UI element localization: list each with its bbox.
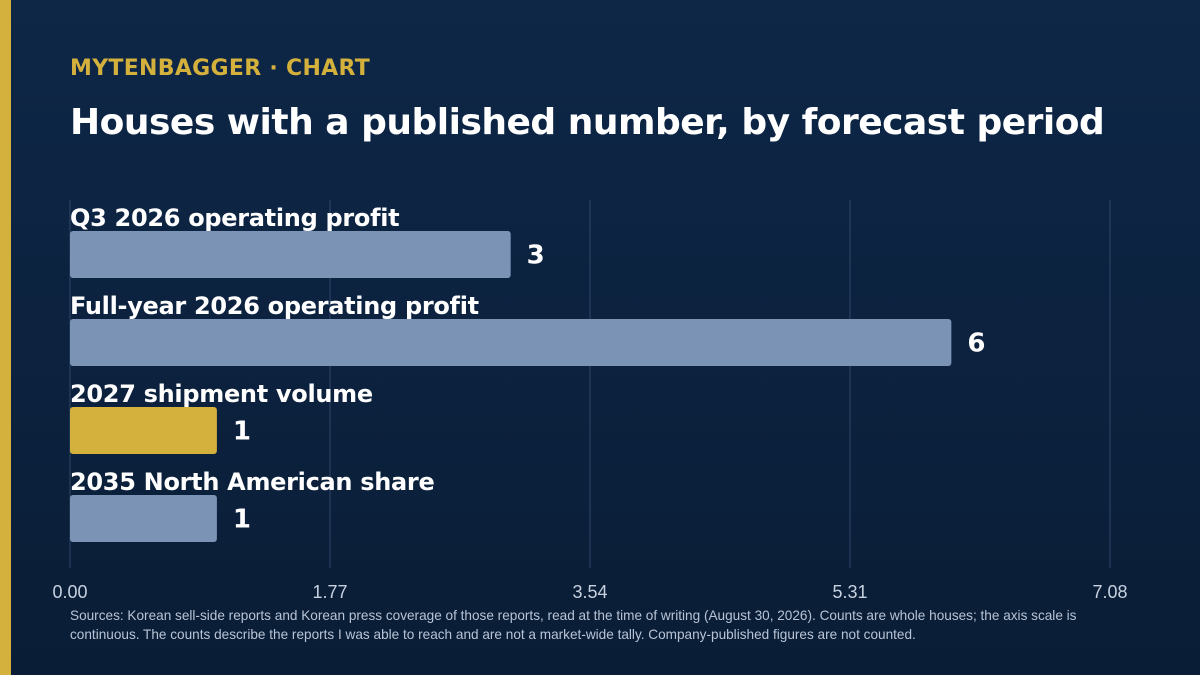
- chart-title: Houses with a published number, by forec…: [70, 102, 1105, 143]
- value-label: 1: [233, 417, 251, 447]
- bar-row: 2027 shipment volume 1: [70, 380, 373, 454]
- value-label: 1: [233, 505, 251, 535]
- category-label: Full-year 2026 operating profit: [70, 292, 479, 320]
- bars: Q3 2026 operating profit 3 Full-year 2026 …: [70, 204, 985, 542]
- value-label: 3: [527, 241, 545, 271]
- category-label: 2027 shipment volume: [70, 380, 373, 408]
- x-tick-label: 3.54: [572, 582, 607, 602]
- category-label: Q3 2026 operating profit: [70, 204, 399, 232]
- bar-row: Full-year 2026 operating profit 6: [70, 292, 985, 366]
- sources-note: Sources: Korean sell-side reports and Ko…: [70, 608, 1077, 642]
- bar: [70, 495, 217, 542]
- x-axis-ticks: 0.00 1.77 3.54 5.31 7.08: [52, 582, 1127, 602]
- value-label: 6: [967, 329, 985, 359]
- x-tick-label: 0.00: [52, 582, 87, 602]
- bar: [70, 231, 511, 278]
- x-tick-label: 7.08: [1092, 582, 1127, 602]
- bar: [70, 319, 952, 366]
- bar-row: Q3 2026 operating profit 3: [70, 204, 545, 278]
- bar-row: 2035 North American share 1: [70, 468, 435, 542]
- accent-bar: [0, 0, 11, 675]
- x-tick-label: 5.31: [832, 582, 867, 602]
- bar: [70, 407, 217, 454]
- kicker: MYTENBAGGER · CHART: [70, 56, 371, 81]
- category-label: 2035 North American share: [70, 468, 434, 496]
- x-tick-label: 1.77: [312, 582, 347, 602]
